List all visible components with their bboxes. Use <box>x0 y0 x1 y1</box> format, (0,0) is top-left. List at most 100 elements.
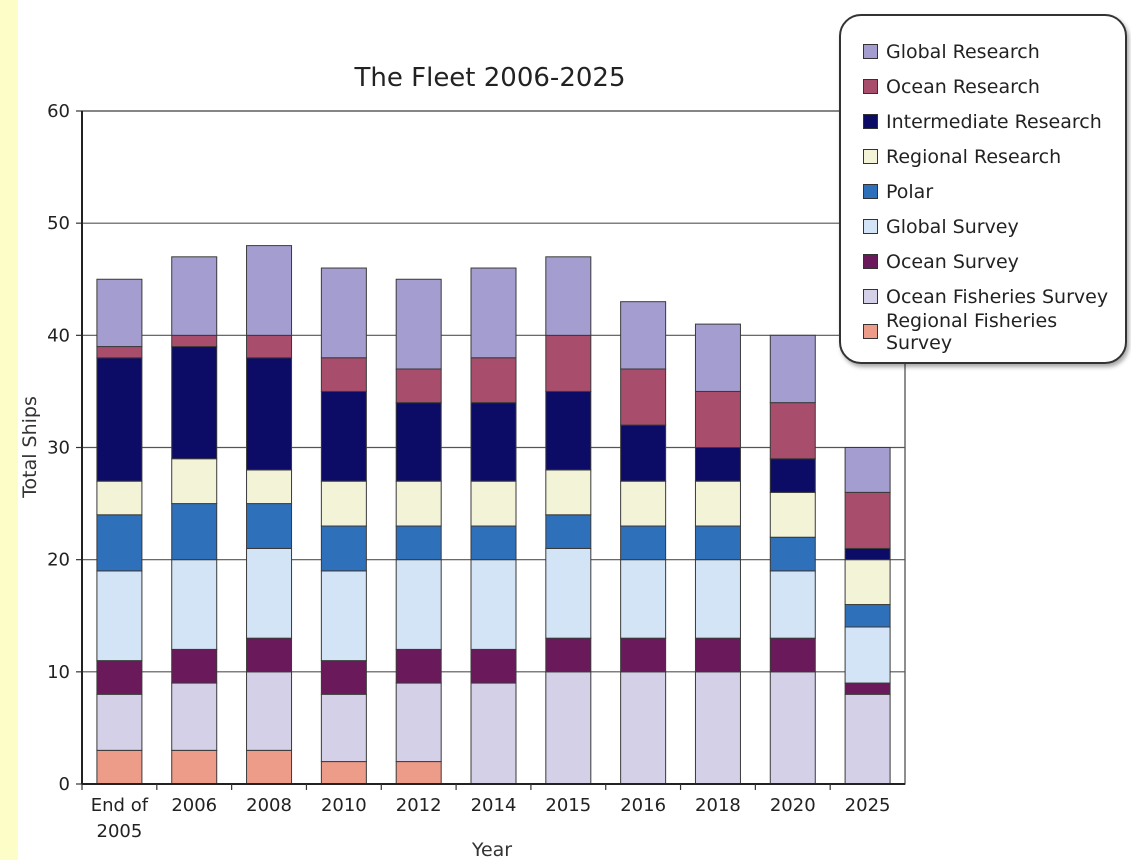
bar-segment <box>769 536 816 572</box>
bar-segment <box>395 525 442 561</box>
y-tick-label: 0 <box>59 774 70 795</box>
bar-segment <box>395 278 442 370</box>
bar-segment <box>246 334 293 359</box>
bar-segment <box>320 390 367 482</box>
bar-segment <box>320 357 367 392</box>
bar-segment <box>620 368 667 426</box>
bar-segment <box>470 648 517 684</box>
bar-segment <box>171 559 218 650</box>
legend-label: Ocean Research <box>886 75 1040 98</box>
bar-segment <box>395 761 442 785</box>
x-tick-label: 2016 <box>620 795 666 816</box>
x-tick-label: 2020 <box>770 795 816 816</box>
legend-swatch <box>863 44 878 59</box>
x-tick-label: 2008 <box>246 795 292 816</box>
bar-segment <box>470 402 517 482</box>
bar-stack <box>844 447 891 785</box>
legend-item: Regional Fisheries Survey <box>863 310 1125 354</box>
legend-swatch <box>863 289 878 304</box>
bar-segment <box>96 570 143 662</box>
legend-item: Global Research <box>863 34 1125 69</box>
legend-swatch <box>863 114 878 129</box>
bar-segment <box>769 334 816 404</box>
bar-segment <box>395 648 442 684</box>
left-background-strip <box>0 0 18 860</box>
legend-item: Polar <box>863 174 1125 209</box>
bar-segment <box>545 671 592 785</box>
legend-swatch <box>863 219 878 234</box>
bar-segment <box>545 469 592 516</box>
legend-swatch <box>863 324 878 339</box>
bar-segment <box>171 749 218 785</box>
bar-segment <box>246 637 293 673</box>
bar-segment <box>246 245 293 336</box>
x-tick-label: 2018 <box>695 795 741 816</box>
bar-segment <box>694 480 741 527</box>
bar-segment <box>470 525 517 561</box>
legend-swatch <box>863 149 878 164</box>
bar-segment <box>395 480 442 527</box>
y-tick-label: 50 <box>47 213 70 234</box>
bar-segment <box>171 346 218 460</box>
x-tick-label: 2010 <box>321 795 367 816</box>
legend-item: Ocean Survey <box>863 244 1125 279</box>
bar-segment <box>96 660 143 695</box>
bar-segment <box>620 671 667 785</box>
y-axis-title: Total Ships <box>19 396 41 499</box>
bar-segment <box>620 637 667 673</box>
x-tick-label: 2015 <box>545 795 591 816</box>
bar-stack <box>96 278 143 785</box>
bar-segment <box>769 491 816 538</box>
bar-segment <box>545 334 592 392</box>
bar-segment <box>171 334 218 348</box>
bar-segment <box>320 693 367 763</box>
bar-segment <box>844 547 891 561</box>
x-tick-label: 2014 <box>471 795 517 816</box>
bar-segment <box>844 626 891 684</box>
bar-segment <box>395 559 442 650</box>
legend-label: Ocean Fisheries Survey <box>886 285 1109 308</box>
bar-segment <box>470 357 517 404</box>
bar-segment <box>395 682 442 763</box>
bar-segment <box>545 514 592 549</box>
bar-segment <box>620 559 667 639</box>
bar-segment <box>545 637 592 673</box>
bar-segment <box>96 480 143 516</box>
bar-stack <box>171 256 218 785</box>
bar-segment <box>545 256 592 336</box>
bar-segment <box>620 525 667 561</box>
bar-stack <box>545 256 592 785</box>
bar-segment <box>844 559 891 606</box>
bar-segment <box>320 480 367 527</box>
x-tick-label: End of 2005 <box>91 795 149 842</box>
legend-item: Global Survey <box>863 209 1125 244</box>
bar-segment <box>320 761 367 785</box>
bar-segment <box>620 301 667 370</box>
y-tick-label: 30 <box>47 438 70 459</box>
bar-segment <box>769 402 816 460</box>
bar-segment <box>470 559 517 650</box>
legend-label: Global Survey <box>886 215 1019 238</box>
bar-segment <box>694 323 741 392</box>
bar-segment <box>246 469 293 505</box>
bar-segment <box>844 491 891 549</box>
bar-segment <box>395 368 442 404</box>
legend-item: Regional Research <box>863 139 1125 174</box>
bar-segment <box>694 390 741 448</box>
y-tick-label: 10 <box>47 662 70 683</box>
y-tick-label: 20 <box>47 550 70 571</box>
bar-segment <box>246 749 293 785</box>
legend-label: Regional Fisheries Survey <box>886 309 1058 354</box>
bar-segment <box>694 559 741 639</box>
bar-stack <box>620 301 667 785</box>
bar-segment <box>96 346 143 359</box>
bar-segment <box>694 637 741 673</box>
bar-segment <box>96 357 143 482</box>
axes <box>76 110 905 790</box>
bar-stack <box>246 245 293 785</box>
tick-labels: 0 10 20 30 40 50 60 End of 2005 2006 2008 2010 2012 2… <box>47 101 890 842</box>
bar-segment <box>320 570 367 662</box>
bar-segment <box>320 525 367 572</box>
bar-segment <box>620 480 667 527</box>
